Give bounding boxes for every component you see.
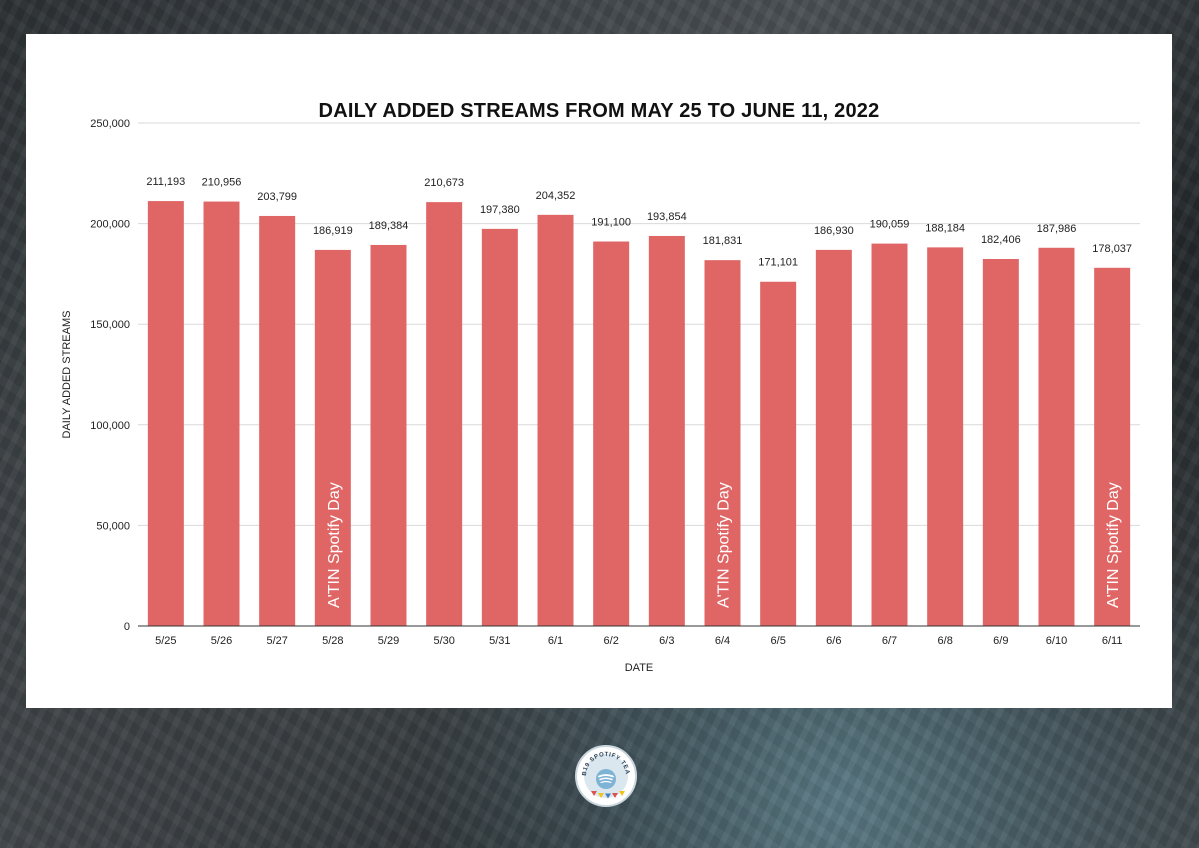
x-tick-label: 6/7: [882, 635, 897, 647]
bar: [760, 281, 797, 626]
bar: [815, 249, 852, 626]
x-tick-label: 5/26: [211, 635, 232, 647]
x-tick-label: 6/10: [1046, 635, 1067, 647]
x-tick-label: 6/6: [826, 635, 841, 647]
data-label: 171,101: [758, 257, 798, 269]
x-tick-label: 6/5: [771, 635, 786, 647]
x-tick-label: 5/31: [489, 635, 510, 647]
x-tick-label: 6/2: [604, 635, 619, 647]
bar: [982, 258, 1019, 626]
bar: [203, 201, 240, 627]
bar: [147, 201, 184, 626]
x-tick-label: 5/27: [266, 635, 287, 647]
y-tick-label: 100,000: [90, 420, 130, 432]
annotation-label: A'TIN Spotify Day: [716, 482, 733, 608]
y-tick-label: 200,000: [90, 219, 130, 231]
x-tick-label: 5/25: [155, 635, 176, 647]
bar: [871, 243, 908, 626]
bar: [927, 247, 964, 627]
bar: [1094, 267, 1131, 626]
x-tick-label: 5/28: [322, 635, 343, 647]
y-tick-label: 250,000: [90, 118, 130, 130]
y-tick-label: 0: [124, 621, 130, 633]
data-label: 188,184: [925, 222, 965, 234]
x-tick-label: 6/9: [993, 635, 1008, 647]
spotify-logo-icon: [596, 769, 616, 789]
data-label: 178,037: [1092, 243, 1132, 255]
data-label: 191,100: [591, 217, 631, 229]
chart-title: DAILY ADDED STREAMS FROM MAY 25 TO JUNE …: [318, 100, 880, 122]
chart-card: DAILY ADDED STREAMS FROM MAY 25 TO JUNE …: [26, 34, 1172, 708]
y-axis-title: DAILY ADDED STREAMS: [61, 311, 73, 439]
bar: [259, 215, 296, 626]
data-label: 211,193: [146, 176, 185, 188]
x-tick-label: 6/1: [548, 635, 563, 647]
bar-chart: 0 50,000 100,000 150,000 200,000 250,000 211,1…: [61, 118, 1140, 674]
bar: [704, 260, 741, 626]
data-label: 189,384: [369, 220, 409, 232]
data-label: 182,406: [981, 234, 1021, 246]
x-tick-label: 6/11: [1102, 635, 1123, 647]
data-label: 210,673: [424, 177, 464, 189]
data-label: 204,352: [536, 190, 576, 202]
bar: [314, 249, 351, 626]
x-tick-label: 5/29: [378, 635, 399, 647]
x-tick-label: 6/4: [715, 635, 730, 647]
bar: [537, 214, 574, 626]
bar: [1038, 247, 1075, 627]
x-tick-label: 6/8: [938, 635, 953, 647]
data-label: 186,930: [814, 225, 854, 237]
bar: [648, 235, 685, 626]
data-label: 181,831: [703, 235, 743, 247]
bar: [370, 244, 407, 626]
bar: [426, 202, 463, 627]
annotation-label: A'TIN Spotify Day: [1105, 482, 1122, 608]
data-label: 197,380: [480, 204, 520, 216]
bar: [481, 228, 518, 626]
bar: [593, 241, 630, 626]
x-axis-title: DATE: [625, 662, 654, 674]
data-label: 187,986: [1037, 223, 1077, 235]
data-label: 203,799: [257, 191, 297, 203]
annotation-label: A'TIN Spotify Day: [326, 482, 343, 608]
data-label: 186,919: [313, 225, 353, 237]
data-label: 210,956: [202, 177, 242, 189]
data-label: 193,854: [647, 211, 687, 223]
y-tick-label: 150,000: [90, 319, 130, 331]
data-label: 190,059: [870, 219, 910, 231]
x-tick-label: 5/30: [433, 635, 454, 647]
y-tick-label: 50,000: [96, 520, 130, 532]
bunting-decoration: [591, 791, 625, 799]
x-tick-label: 6/3: [659, 635, 674, 647]
